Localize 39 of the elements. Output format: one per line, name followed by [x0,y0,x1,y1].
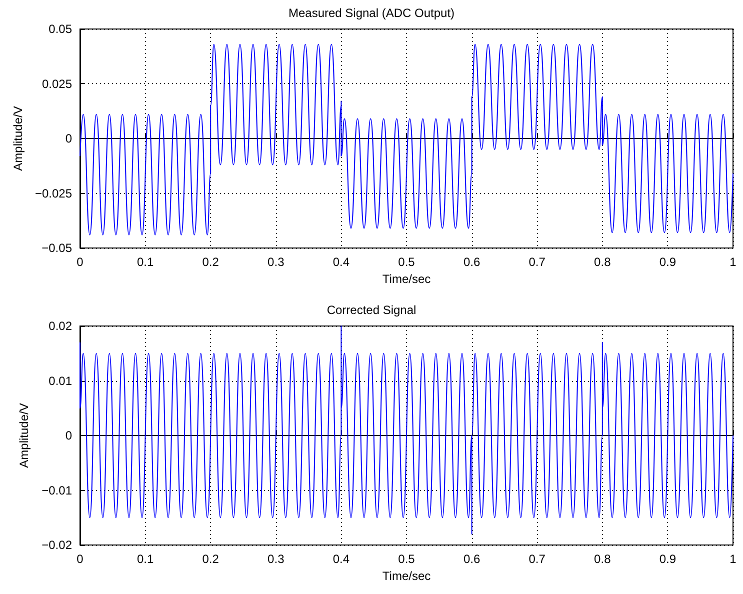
x-tick-label: 0.8 [594,255,612,269]
x-tick-label: 0.7 [528,552,546,566]
y-tick-label: −0.02 [42,538,72,552]
x-tick-label: 0.8 [594,552,612,566]
x-axis-title: Time/sec [382,272,431,286]
chart-title: Corrected Signal [326,303,416,317]
x-tick-label: 0.3 [268,552,285,566]
y-tick-label: 0 [65,132,72,146]
y-tick-label: 0 [65,428,72,442]
x-tick-label: 0.5 [398,552,416,566]
x-tick-label: 0.6 [463,255,480,269]
x-tick-label: 0.1 [136,255,154,269]
y-axis-title: Amplitude/V [11,106,26,171]
y-tick-label: −0.05 [42,241,72,255]
x-tick-label: 0.9 [659,552,676,566]
x-tick-label: 0.2 [202,552,220,566]
x-tick-label: 0.4 [332,552,350,566]
y-axis-title: Amplitude/V [17,403,31,468]
x-tick-label: 0.5 [398,255,416,269]
x-tick-label: 0.2 [202,255,220,269]
x-tick-label: 0.7 [528,255,546,269]
x-tick-label: 0.1 [136,552,154,566]
x-tick-label: 0.3 [268,255,285,269]
x-tick-label: 1 [730,552,737,566]
x-tick-label: 0.4 [332,255,350,269]
line-series [80,44,734,236]
y-tick-label: −0.025 [34,186,72,200]
y-tick-label: 0.05 [48,22,72,36]
x-tick-label: 0.9 [659,255,676,269]
chart-title: Measured Signal (ADC Output) [288,6,455,20]
y-tick-label: −0.01 [42,483,72,498]
x-axis-title: Time/sec [382,568,431,583]
x-tick-label: 0 [76,255,84,269]
x-tick-label: 0 [76,552,84,566]
y-tick-label: 0.025 [42,76,72,91]
y-tick-label: 0.02 [48,319,72,333]
x-tick-label: 0.6 [463,552,480,566]
y-tick-label: 0.01 [48,374,72,388]
x-tick-label: 1 [730,255,737,269]
